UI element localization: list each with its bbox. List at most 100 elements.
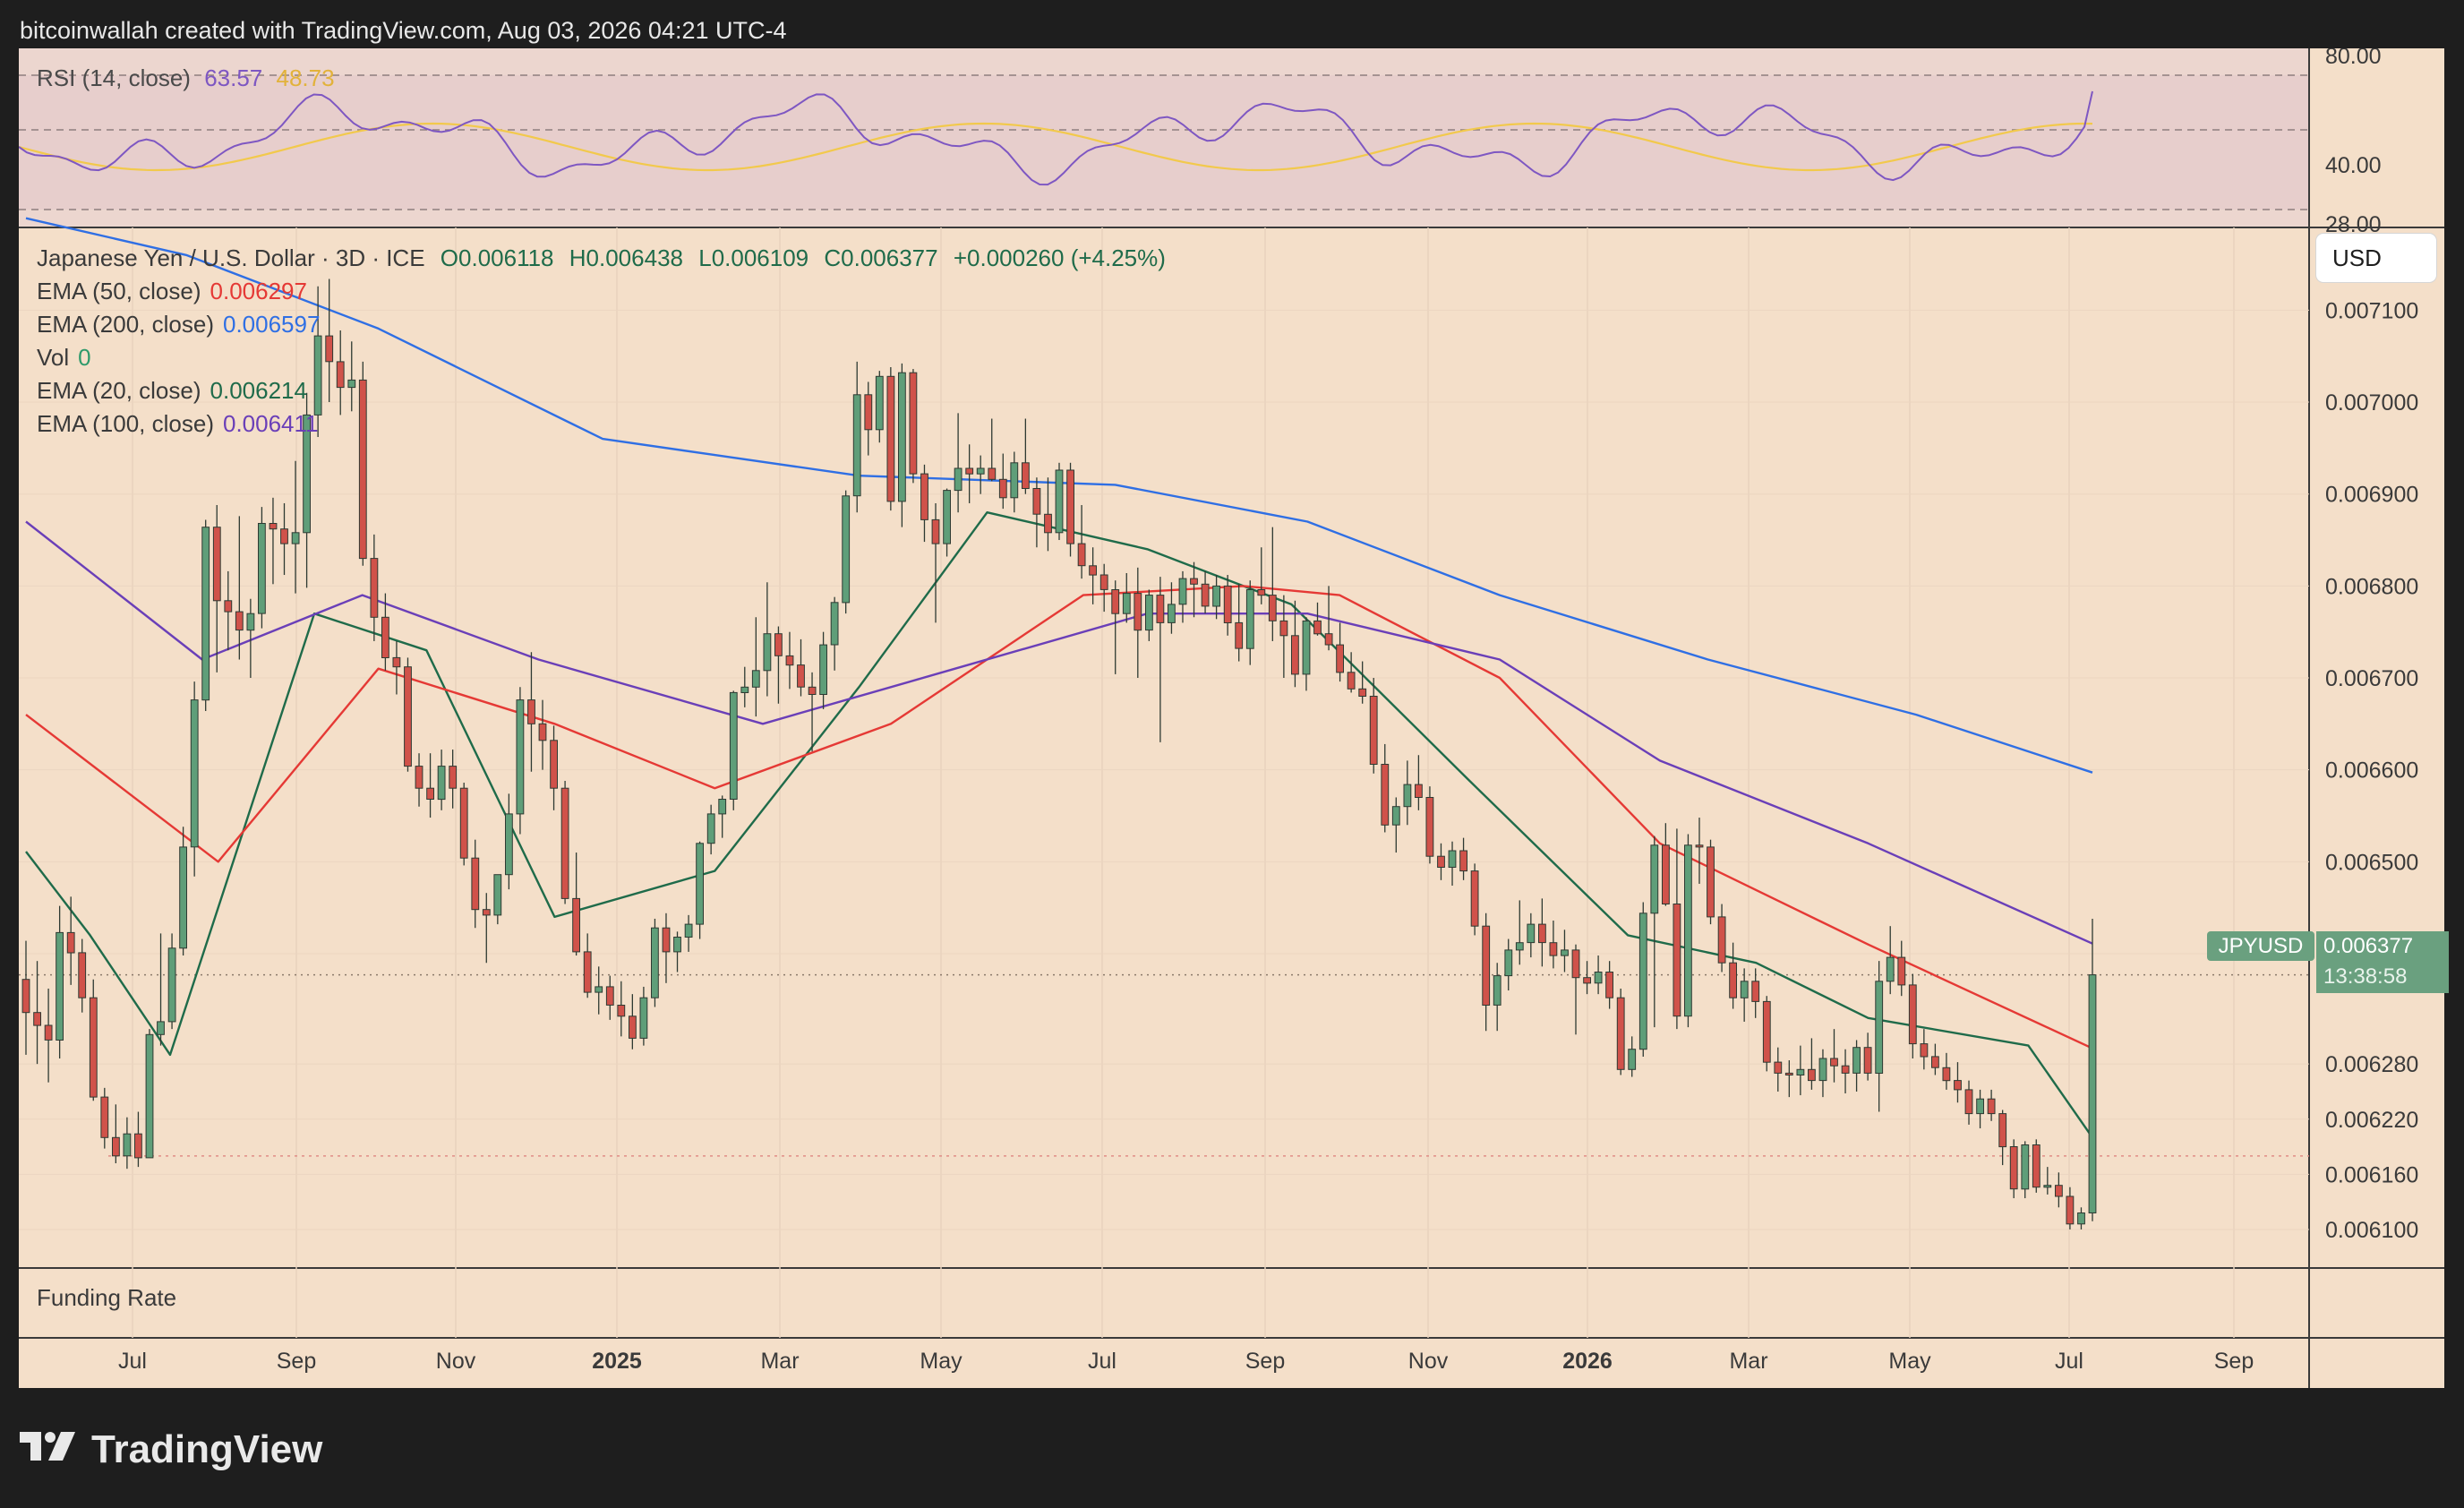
candle-body: [583, 951, 592, 993]
candle-body: [1313, 620, 1322, 635]
candle: [190, 681, 199, 877]
candle: [1875, 961, 1884, 1112]
price-tick-8: 0.006280: [2325, 1052, 2418, 1077]
price-tick-11: 0.006100: [2325, 1218, 2418, 1243]
candle-body: [1852, 1047, 1861, 1074]
time-label-1: Sep: [277, 1349, 316, 1374]
candle: [201, 519, 210, 711]
candle-body: [729, 691, 738, 801]
rsi-value: 63.57: [204, 64, 263, 91]
time-label-10: Mar: [1729, 1349, 1767, 1374]
candle-body: [258, 523, 266, 614]
candle: [751, 617, 760, 717]
candle-body: [797, 664, 805, 688]
time-label-7: Sep: [1245, 1349, 1285, 1374]
candle: [1684, 834, 1692, 1028]
ohlc-low: L0.006109: [698, 244, 809, 271]
chart-svg[interactable]: 80.00 40.00 28.00 0.007100 0.007000 0.006900 0…: [19, 48, 2444, 1388]
time-label-13: Sep: [2214, 1349, 2254, 1374]
candle-body: [1022, 462, 1030, 489]
candle-body: [1628, 1049, 1637, 1070]
candle-body: [1134, 593, 1142, 631]
candle-body: [684, 923, 693, 938]
candle-body: [1538, 923, 1546, 944]
price-tick-4: 0.006700: [2325, 666, 2418, 691]
candle-body: [1987, 1098, 1996, 1115]
candle-body: [212, 527, 221, 602]
candle: [842, 490, 851, 614]
candle-body: [1470, 870, 1479, 927]
candle-body: [1662, 844, 1670, 904]
candle-body: [100, 1096, 109, 1138]
candle: [920, 464, 928, 543]
candle-body: [1336, 644, 1344, 673]
candle-body: [2043, 1185, 2052, 1188]
price-tag-countdown: 13:38:58: [2316, 961, 2449, 993]
candle-body: [1268, 595, 1277, 621]
ema50-label: EMA (50, close): [37, 278, 201, 304]
time-label-8: Nov: [1408, 1349, 1449, 1374]
candle: [1818, 1049, 1827, 1098]
candle: [44, 988, 53, 1083]
candle-body: [572, 897, 581, 953]
currency-button[interactable]: USD: [2316, 234, 2436, 282]
candle: [998, 453, 1007, 510]
ema20-label: EMA (20, close): [37, 377, 201, 404]
candle-body: [2088, 974, 2097, 1213]
time-label-9: 2026: [1562, 1349, 1613, 1374]
candle-body: [112, 1136, 120, 1157]
candle: [33, 961, 42, 1065]
tradingview-logo[interactable]: TradingView: [20, 1424, 322, 1476]
ohlc-open: O0.006118: [440, 244, 554, 271]
candle-body: [1291, 635, 1299, 675]
candle-body: [1381, 764, 1390, 826]
price-tick-3: 0.006800: [2325, 574, 2418, 599]
candle: [493, 874, 502, 925]
candle: [1235, 584, 1244, 662]
candle-body: [706, 813, 715, 844]
candle: [325, 278, 334, 403]
candle: [560, 780, 569, 904]
price-tag-symbol: JPYUSD: [2207, 931, 2314, 961]
candle-body: [1695, 844, 1704, 848]
candle-body: [1942, 1067, 1951, 1082]
candle: [1841, 1049, 1850, 1094]
candle-body: [943, 490, 951, 544]
ema50-legend: EMA (50, close) 0.006297: [37, 275, 307, 307]
brand-name: TradingView: [91, 1427, 323, 1471]
candle-body: [1784, 1072, 1793, 1076]
candle-body: [976, 467, 985, 475]
candle-body: [1998, 1113, 2007, 1148]
candle-body: [1964, 1089, 1973, 1115]
candle-body: [842, 495, 851, 604]
candle: [572, 853, 581, 956]
candle-body: [1369, 696, 1378, 765]
candle-body: [1032, 488, 1041, 515]
price-tick-10: 0.006160: [2325, 1162, 2418, 1187]
candle-body: [1796, 1068, 1805, 1076]
candle: [1178, 570, 1187, 623]
candle-body: [1145, 595, 1153, 631]
candle: [1268, 527, 1277, 641]
candle: [819, 631, 828, 709]
candle-body: [1168, 604, 1176, 623]
candle: [1852, 1040, 1861, 1092]
time-label-5: May: [920, 1349, 962, 1374]
ema20-value: 0.006214: [210, 377, 307, 404]
candle-body: [1437, 855, 1445, 869]
candle: [258, 507, 266, 629]
candle-body: [1774, 1061, 1783, 1074]
candle-body: [426, 787, 435, 801]
candle: [1717, 904, 1726, 972]
candle: [1111, 580, 1120, 674]
candle: [1762, 996, 1771, 1072]
candle: [527, 652, 535, 772]
candle: [1470, 863, 1479, 936]
candle-body: [988, 467, 997, 480]
candle: [1145, 589, 1153, 641]
candle-body: [325, 335, 334, 363]
candle: [1010, 451, 1019, 513]
candle: [1998, 1110, 2007, 1166]
time-label-6: Jul: [1088, 1349, 1116, 1374]
candle-body: [751, 670, 760, 688]
